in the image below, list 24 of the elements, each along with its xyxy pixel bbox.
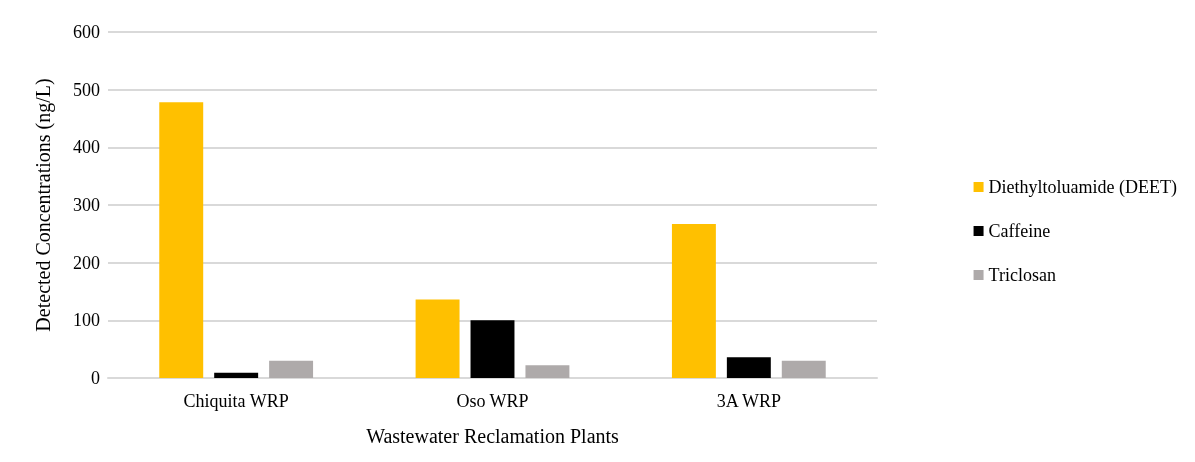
bar [214, 372, 259, 378]
legend-label: Caffeine [988, 221, 1051, 241]
y-axis-title: Detected Concentrations (ng/L) [32, 78, 55, 332]
y-tick-label: 0 [91, 368, 100, 388]
bar [415, 299, 460, 378]
y-tick-label: 100 [73, 310, 100, 331]
bar [159, 102, 204, 378]
bar [470, 320, 515, 378]
legend-label: Triclosan [988, 265, 1056, 285]
y-tick-label: 600 [73, 22, 100, 42]
bar [671, 224, 716, 378]
bar [781, 360, 826, 378]
x-tick-label: Chiquita WRP [183, 391, 289, 411]
y-tick-label: 300 [73, 195, 100, 215]
legend-label: Diethyltoluamide (DEET) [988, 177, 1178, 198]
bar [726, 357, 771, 378]
y-tick-label: 200 [73, 252, 100, 273]
bar [269, 360, 314, 378]
y-tick-label: 500 [73, 79, 100, 100]
x-tick-label: Oso WRP [456, 391, 529, 411]
y-tick-label: 400 [73, 137, 100, 158]
x-tick-label: 3A WRP [716, 391, 781, 411]
bar [525, 365, 570, 378]
x-axis-title: Wastewater Reclamation Plants [366, 425, 620, 447]
